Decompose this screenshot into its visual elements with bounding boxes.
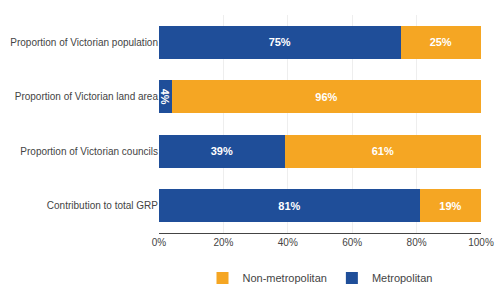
svg-text:Contribution to total GRP: Contribution to total GRP: [47, 200, 158, 211]
svg-text:61%: 61%: [372, 145, 394, 157]
svg-text:60%: 60%: [342, 237, 362, 248]
svg-text:Proportion of Victorian counci: Proportion of Victorian councils: [20, 146, 158, 157]
svg-text:39%: 39%: [211, 145, 233, 157]
svg-text:40%: 40%: [278, 237, 298, 248]
svg-text:96%: 96%: [315, 91, 337, 103]
svg-text:Proportion of Victorian popula: Proportion of Victorian population: [10, 37, 158, 48]
svg-text:Proportion of Victorian land a: Proportion of Victorian land area: [15, 91, 159, 102]
svg-text:0%: 0%: [152, 237, 167, 248]
svg-text:25%: 25%: [430, 36, 452, 48]
svg-text:Metropolitan: Metropolitan: [372, 272, 433, 284]
svg-text:4%: 4%: [159, 89, 171, 105]
svg-text:100%: 100%: [468, 237, 494, 248]
svg-text:75%: 75%: [269, 36, 291, 48]
svg-text:20%: 20%: [213, 237, 233, 248]
svg-text:19%: 19%: [439, 200, 461, 212]
svg-text:Non-metropolitan: Non-metropolitan: [243, 272, 327, 284]
svg-text:81%: 81%: [278, 200, 300, 212]
svg-text:80%: 80%: [407, 237, 427, 248]
